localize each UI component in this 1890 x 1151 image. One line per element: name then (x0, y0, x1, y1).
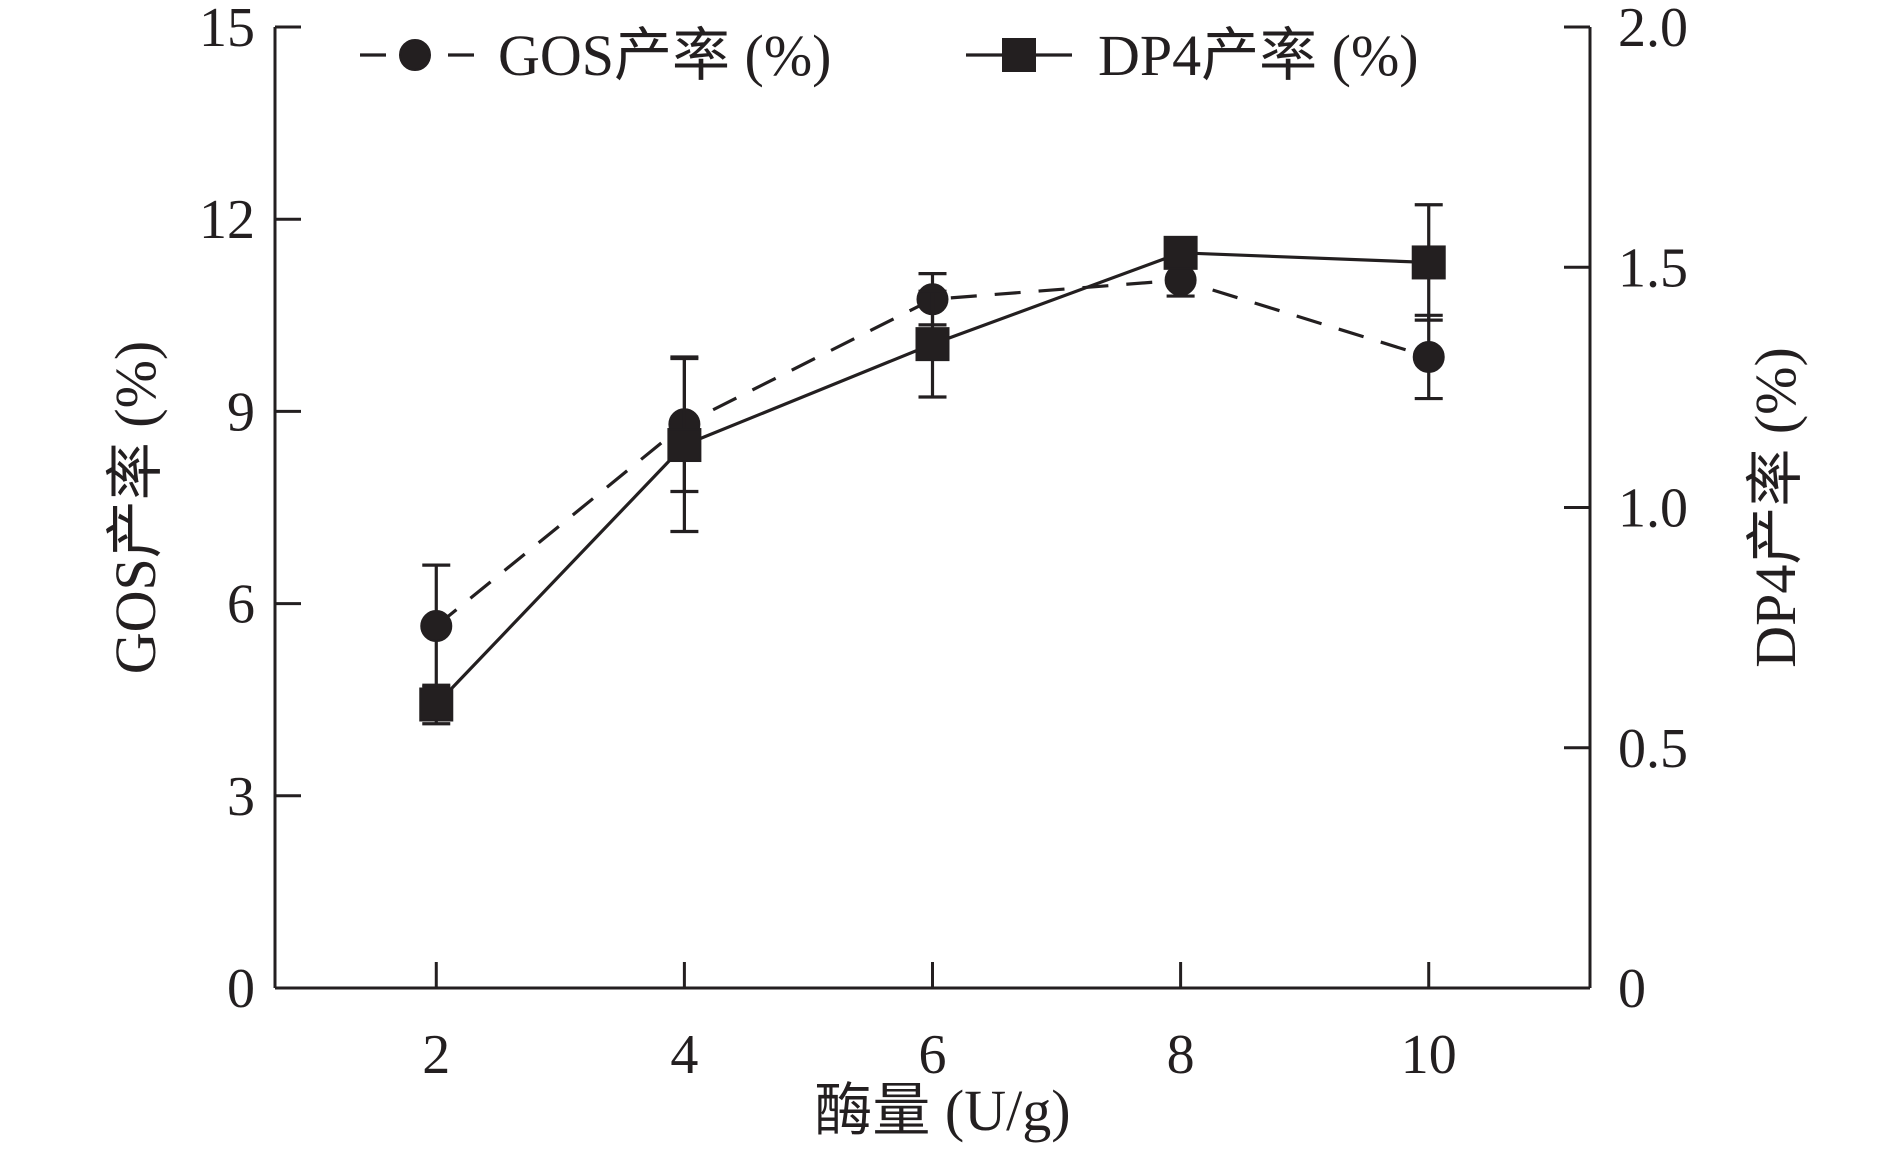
x-tick-label: 10 (1401, 1024, 1457, 1086)
right-y-tick-label: 0 (1618, 958, 1646, 1020)
dp4-point (915, 327, 950, 362)
left-y-tick-label: 0 (227, 958, 255, 1020)
axes (273, 27, 1592, 990)
left-y-axis-title: GOS产率 (%) (103, 341, 168, 674)
ticks: 0 3 6 9 12 15 0 0.5 1.0 1.5 2.0 2 4 6 8 10 (199, 0, 1688, 1086)
right-y-tick-label: 1.5 (1618, 237, 1688, 299)
left-y-tick-label: 3 (227, 766, 255, 828)
left-y-tick-label: 9 (227, 381, 255, 443)
right-y-tick-label: 1.0 (1618, 478, 1688, 540)
left-y-tick-label: 6 (227, 574, 255, 636)
right-y-tick-label: 2.0 (1618, 0, 1688, 59)
dp4-point (667, 428, 702, 463)
legend-dp4-marker (1002, 38, 1036, 72)
dp4-series (419, 203, 1446, 726)
right-y-tick-label: 0.5 (1618, 718, 1688, 780)
gos-point (420, 610, 453, 643)
x-tick-label: 2 (422, 1024, 450, 1086)
x-tick-label: 6 (919, 1024, 947, 1086)
x-tick-label: 8 (1167, 1024, 1195, 1086)
dp4-point (1163, 235, 1198, 270)
legend-gos-marker (399, 39, 431, 71)
left-y-tick-label: 15 (199, 0, 255, 59)
left-y-tick-label: 12 (199, 189, 255, 251)
plot-area (419, 203, 1446, 726)
right-y-axis-title: DP4产率 (%) (1743, 347, 1808, 668)
x-tick-label: 4 (670, 1024, 698, 1086)
legend: GOS产率 (%) DP4产率 (%) (360, 23, 1419, 88)
gos-point (1412, 340, 1445, 373)
legend-dp4-label: DP4产率 (%) (1098, 23, 1419, 88)
legend-gos-label: GOS产率 (%) (498, 23, 831, 88)
dp4-point (1411, 245, 1446, 280)
x-axis-title: 酶量 (U/g) (814, 1078, 1070, 1143)
dp4-point (419, 687, 454, 722)
